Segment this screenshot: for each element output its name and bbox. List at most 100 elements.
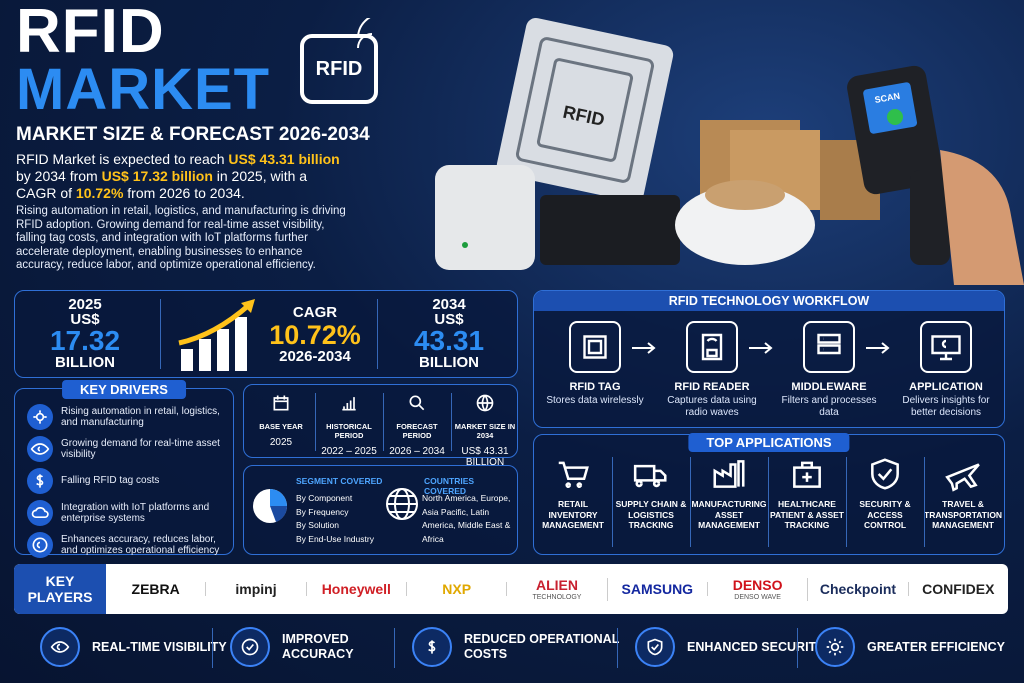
info-label: HISTORICAL PERIOD (326, 422, 372, 440)
rfid-badge: RFID (300, 34, 378, 104)
divider (617, 628, 618, 668)
cagr-period: 2026-2034 (279, 348, 351, 366)
icon (241, 638, 259, 656)
player-logo: ZEBRA (106, 582, 207, 596)
badge-text: RFID (315, 57, 363, 80)
step-name: MIDDLEWARE (791, 381, 867, 393)
icon (342, 397, 356, 411)
icon (409, 395, 425, 411)
player-name: DENSO (732, 576, 783, 593)
stat-unit: BILLION (55, 354, 115, 371)
divider (690, 457, 691, 547)
info-label: MARKET SIZE IN 2034 (454, 422, 516, 440)
key-players-bar: KEY PLAYERS ZEBRA impinj Honeywell NXP ALIEN… (14, 564, 1008, 614)
info-item: BASE YEAR 2025 (248, 393, 314, 448)
segment-item: By Component (296, 493, 353, 503)
workflow-step: RFID READER Captures data using radio wav… (657, 321, 767, 418)
workflow-title: RFID TECHNOLOGY WORKFLOW (534, 291, 1004, 311)
arrow-icon (632, 342, 656, 354)
stat-value: 43.31 (413, 325, 485, 356)
stat-value: 17.32 (49, 325, 121, 356)
stat-currency: US$ (70, 311, 100, 328)
application-item: SUPPLY CHAIN & LOGISTICS TRACKING (612, 455, 690, 531)
subtitle: MARKET SIZE & FORECAST 2026-2034 (16, 124, 370, 145)
application-item: RETAIL INVENTORY MANAGEMENT (534, 455, 612, 531)
step-icon (803, 321, 855, 373)
icon (647, 638, 663, 656)
arrow-icon (866, 342, 890, 354)
application-item: MANUFACTURING ASSET MANAGEMENT (690, 455, 768, 531)
player-logo: SAMSUNG (608, 582, 708, 596)
player-logo: DENSO DENSO WAVE (708, 576, 809, 601)
benefit-text: REAL-TIME VISIBILITY (92, 639, 227, 654)
info-label: BASE YEAR (259, 422, 303, 431)
segment-list: By Component By Frequency By Solution By En… (296, 492, 374, 546)
player-logo: Checkpoint (808, 582, 909, 596)
segments-title: SEGMENT COVERED (296, 476, 383, 486)
player-logo: NXP (407, 581, 508, 597)
globe-icon (386, 488, 418, 520)
info-value: US$ 43.31 BILLION (461, 446, 509, 468)
icon (713, 460, 745, 488)
app-name: MANUFACTURING ASSET MANAGEMENT (691, 499, 767, 531)
key-players-title: KEY PLAYERS (14, 564, 106, 614)
app-icon (632, 455, 670, 493)
info-item: HISTORICAL PERIOD 2022 – 2025 (316, 393, 382, 457)
benefit-icon (635, 627, 675, 667)
benefit-item: IMPROVED ACCURACY (230, 620, 430, 674)
driver-item: Integration with IoT platforms and enter… (27, 497, 227, 529)
app-name: TRAVEL & TRANSPORTATION MANAGEMENT (924, 499, 1003, 531)
icon (826, 638, 844, 656)
benefit-text: ENHANCED SECURITY (687, 639, 825, 654)
player-list: ZEBRA impinj Honeywell NXP ALIEN TECHNOLOGY SA… (106, 576, 1008, 601)
player-sub: TECHNOLOGY (532, 593, 582, 601)
info-item: FORECAST PERIOD 2026 – 2034 (384, 393, 450, 457)
player-logo: ALIEN TECHNOLOGY (507, 577, 608, 601)
icon (945, 463, 980, 492)
intro-text: RFID Market is expected to reach (16, 151, 229, 167)
benefit-text: IMPROVED ACCURACY (282, 632, 354, 661)
workflow-step: APPLICATION Delivers insights for better … (891, 321, 1001, 418)
player-logo: CONFIDEX (909, 582, 1008, 596)
signal-icon (357, 18, 373, 49)
info-icon (452, 393, 518, 418)
hero-illustration: RFID SCAN (435, 18, 1024, 285)
arrow (864, 341, 894, 360)
stats-panel: 2025 US$ 17.32 BILLION CAGR 10.72% 2026-… (14, 290, 518, 378)
growth-icon (178, 299, 255, 371)
stat-currency: US$ (434, 311, 464, 328)
driver-item: Falling RFID tag costs (27, 465, 227, 497)
step-desc: Filters and processes data (781, 395, 877, 418)
segment-item: By Frequency (296, 506, 349, 517)
info-item: MARKET SIZE IN 2034 US$ 43.31 BILLION (452, 393, 518, 468)
arrow-icon (749, 342, 773, 354)
benefit-text: REDUCED OPERATIONAL COSTS (464, 632, 620, 661)
player-sub: DENSO WAVE (734, 593, 781, 601)
icon (36, 474, 44, 488)
player-name: NXP (442, 581, 472, 597)
icon (558, 461, 589, 488)
arrow (747, 341, 777, 360)
key-drivers-title: KEY DRIVERS (62, 380, 186, 399)
driver-icon (27, 500, 53, 526)
driver-icon (27, 468, 53, 494)
step-desc: Stores data wirelessly (546, 395, 644, 406)
info-value: 2022 – 2025 (321, 446, 377, 457)
workflow-step: RFID TAG Stores data wirelessly (540, 321, 650, 407)
countries-title: COUNTRIES COVERED (424, 476, 475, 496)
driver-icon (27, 532, 53, 558)
intro-text: from 2026 to 2034. (123, 185, 245, 201)
info-icon (316, 393, 382, 418)
intro-text: in 2025, with a CAGR of (16, 168, 308, 201)
driver-text: Rising automation in retail, logistics, … (61, 405, 220, 429)
divider (451, 393, 452, 451)
applications-title: TOP APPLICATIONS (688, 433, 850, 452)
step-name: RFID READER (674, 381, 750, 393)
icon (273, 395, 289, 411)
app-icon (944, 455, 982, 493)
divider (846, 457, 847, 547)
arrow (630, 341, 660, 360)
driver-item: Rising automation in retail, logistics, … (27, 401, 227, 433)
player-name: SAMSUNG (621, 581, 694, 597)
icon (50, 641, 70, 653)
